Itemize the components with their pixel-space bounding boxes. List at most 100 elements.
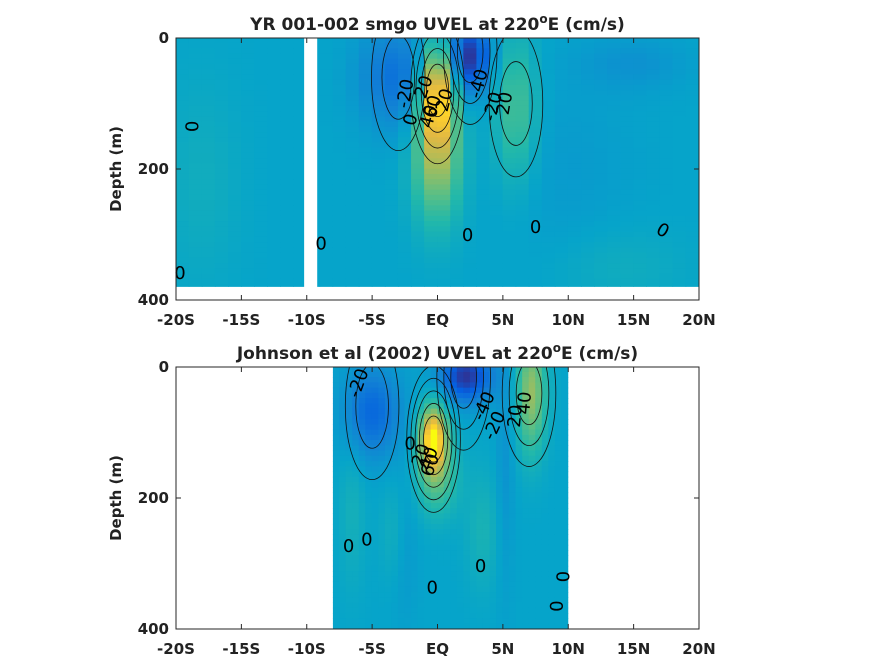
field-cell [358,226,373,233]
field-cell [502,560,510,567]
field-cell [469,413,478,420]
field-cell [554,38,569,44]
field-cell [509,534,517,541]
field-cell [541,581,549,588]
field-cell [581,158,595,165]
field-cell [378,586,386,593]
field-cell [515,53,530,60]
field-cell [607,84,621,91]
field-cell [411,74,425,81]
field-cell [397,95,412,102]
field-cell [541,205,556,212]
field-cell [378,623,386,629]
field-cell [463,555,471,562]
field-cell [528,42,543,49]
field-cell [541,565,549,572]
field-cell [254,189,268,196]
field-cell [463,403,471,410]
field-cell [541,283,556,287]
field-cell [358,419,366,425]
field-cell [411,152,425,159]
contour-label: 20 [504,404,527,429]
field-cell [456,492,464,499]
chart-title-tail: E (cm/s) [561,344,638,364]
field-cell [450,429,458,436]
field-cell [659,53,674,60]
field-cell [496,434,504,441]
field-cell [228,142,242,149]
field-cell [384,440,393,446]
field-cell [424,74,438,81]
field-cell [332,184,347,191]
field-cell [391,492,399,499]
field-cell [541,100,556,107]
field-cell [515,450,523,457]
field-cell [254,205,268,212]
field-cell [371,429,379,436]
field-cell [463,571,471,577]
field-cell [391,377,399,384]
field-cell [489,168,504,175]
field-cell [339,550,347,556]
field-cell [254,273,268,280]
field-cell [188,215,203,222]
field-cell [522,424,530,431]
field-cell [489,371,497,378]
field-cell [482,424,491,431]
field-cell [463,367,471,373]
field-cell [509,576,517,583]
field-cell [332,137,347,144]
field-cell [332,602,340,609]
field-cell [685,215,699,222]
field-cell [254,84,268,91]
field-cell [188,74,203,81]
field-cell [397,581,406,588]
field-cell [482,471,491,478]
field-cell [391,387,399,394]
field-cell [450,523,458,530]
field-cell [463,550,471,556]
field-cell [332,105,347,112]
field-cell [476,100,491,107]
field-cell [502,121,517,128]
field-cell [489,95,504,102]
field-cell [554,236,569,243]
field-cell [685,179,699,186]
field-cell [228,42,242,49]
field-cell [293,63,308,70]
field-cell [515,586,523,593]
field-cell [241,184,255,191]
field-cell [554,242,569,248]
field-cell [293,210,308,217]
field-cell [280,111,294,117]
field-cell [293,189,308,196]
field-cell [228,105,242,112]
field-cell [267,90,281,96]
field-cell [241,205,255,212]
field-cell [594,74,608,81]
field-cell [496,565,504,572]
field-cell [365,592,373,598]
field-cell [528,434,536,441]
field-cell [267,189,281,196]
field-cell [188,263,203,269]
field-cell [469,492,478,499]
field-cell [201,221,216,227]
field-cell [672,257,687,264]
field-cell [509,429,517,436]
field-cell [541,126,556,133]
field-cell [411,502,419,509]
field-cell [391,497,399,504]
field-cell [515,84,530,91]
field-cell [509,371,517,378]
field-cell [646,147,661,154]
field-cell [371,273,386,280]
field-cell [482,571,491,577]
field-cell [535,508,543,515]
y-tick-label: 0 [159,29,169,47]
field-cell [489,539,497,546]
field-cell [528,539,536,546]
field-cell [620,179,634,186]
field-cell [345,392,353,399]
field-cell [319,152,334,159]
